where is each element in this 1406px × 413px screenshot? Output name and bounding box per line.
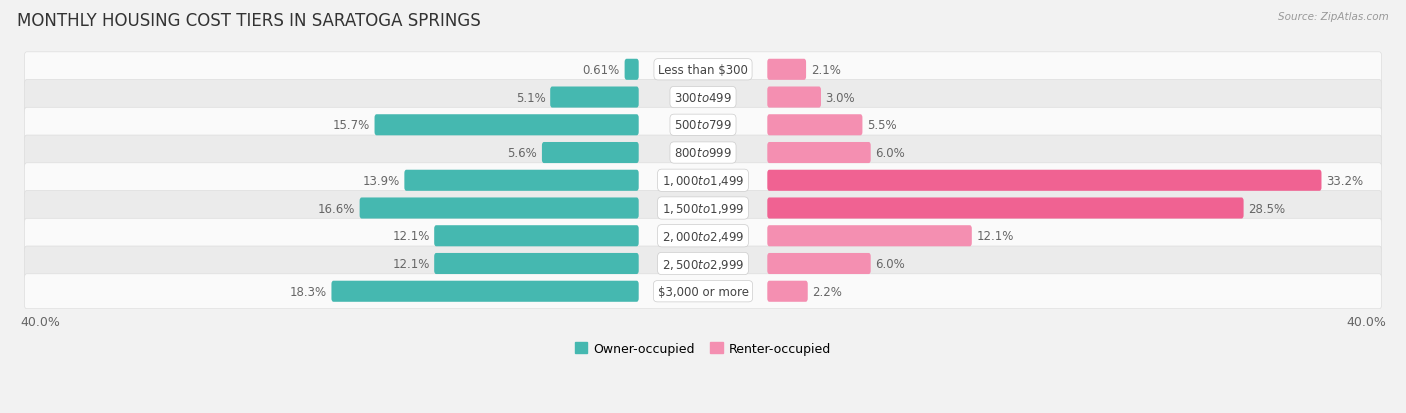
FancyBboxPatch shape <box>24 108 1382 143</box>
Text: 6.0%: 6.0% <box>876 147 905 160</box>
FancyBboxPatch shape <box>768 281 807 302</box>
FancyBboxPatch shape <box>24 219 1382 254</box>
Text: $800 to $999: $800 to $999 <box>673 147 733 160</box>
Text: 12.1%: 12.1% <box>976 230 1014 243</box>
FancyBboxPatch shape <box>434 225 638 247</box>
Text: 33.2%: 33.2% <box>1326 174 1364 188</box>
FancyBboxPatch shape <box>24 81 1382 115</box>
Text: $1,500 to $1,999: $1,500 to $1,999 <box>662 202 744 216</box>
Text: 15.7%: 15.7% <box>333 119 370 132</box>
Text: 2.2%: 2.2% <box>813 285 842 298</box>
FancyBboxPatch shape <box>768 170 1322 191</box>
Text: $3,000 or more: $3,000 or more <box>658 285 748 298</box>
FancyBboxPatch shape <box>24 164 1382 198</box>
FancyBboxPatch shape <box>768 225 972 247</box>
Text: $500 to $799: $500 to $799 <box>673 119 733 132</box>
FancyBboxPatch shape <box>768 142 870 164</box>
Text: $2,000 to $2,499: $2,000 to $2,499 <box>662 229 744 243</box>
FancyBboxPatch shape <box>24 247 1382 281</box>
Legend: Owner-occupied, Renter-occupied: Owner-occupied, Renter-occupied <box>569 337 837 360</box>
FancyBboxPatch shape <box>550 87 638 108</box>
Text: MONTHLY HOUSING COST TIERS IN SARATOGA SPRINGS: MONTHLY HOUSING COST TIERS IN SARATOGA S… <box>17 12 481 30</box>
Text: Source: ZipAtlas.com: Source: ZipAtlas.com <box>1278 12 1389 22</box>
FancyBboxPatch shape <box>24 274 1382 309</box>
Text: 13.9%: 13.9% <box>363 174 399 188</box>
FancyBboxPatch shape <box>768 198 1243 219</box>
FancyBboxPatch shape <box>360 198 638 219</box>
Text: 5.1%: 5.1% <box>516 91 546 104</box>
Text: 18.3%: 18.3% <box>290 285 326 298</box>
Text: 12.1%: 12.1% <box>392 257 430 271</box>
FancyBboxPatch shape <box>434 253 638 274</box>
FancyBboxPatch shape <box>405 170 638 191</box>
FancyBboxPatch shape <box>24 136 1382 171</box>
Text: $2,500 to $2,999: $2,500 to $2,999 <box>662 257 744 271</box>
Text: 5.6%: 5.6% <box>508 147 537 160</box>
FancyBboxPatch shape <box>24 191 1382 226</box>
Text: 16.6%: 16.6% <box>318 202 354 215</box>
Text: 12.1%: 12.1% <box>392 230 430 243</box>
FancyBboxPatch shape <box>374 115 638 136</box>
Text: Less than $300: Less than $300 <box>658 64 748 76</box>
Text: 3.0%: 3.0% <box>825 91 855 104</box>
Text: $1,000 to $1,499: $1,000 to $1,499 <box>662 174 744 188</box>
FancyBboxPatch shape <box>24 53 1382 88</box>
Text: 28.5%: 28.5% <box>1249 202 1285 215</box>
FancyBboxPatch shape <box>332 281 638 302</box>
FancyBboxPatch shape <box>624 59 638 81</box>
Text: 0.61%: 0.61% <box>582 64 620 76</box>
Text: 2.1%: 2.1% <box>811 64 841 76</box>
FancyBboxPatch shape <box>541 142 638 164</box>
FancyBboxPatch shape <box>768 87 821 108</box>
FancyBboxPatch shape <box>768 115 862 136</box>
Text: $300 to $499: $300 to $499 <box>673 91 733 104</box>
FancyBboxPatch shape <box>768 59 806 81</box>
FancyBboxPatch shape <box>768 253 870 274</box>
Text: 6.0%: 6.0% <box>876 257 905 271</box>
Text: 5.5%: 5.5% <box>868 119 897 132</box>
